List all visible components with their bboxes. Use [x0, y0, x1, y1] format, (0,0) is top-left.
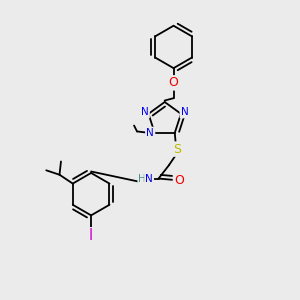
Text: N: N: [145, 173, 153, 184]
Text: O: O: [169, 76, 178, 89]
Text: H: H: [139, 173, 146, 184]
Text: S: S: [173, 142, 181, 156]
Text: N: N: [146, 128, 154, 138]
Text: O: O: [174, 173, 184, 187]
Text: N: N: [146, 128, 154, 138]
Text: N: N: [181, 107, 188, 117]
Text: I: I: [89, 229, 93, 244]
Text: N: N: [141, 107, 149, 117]
